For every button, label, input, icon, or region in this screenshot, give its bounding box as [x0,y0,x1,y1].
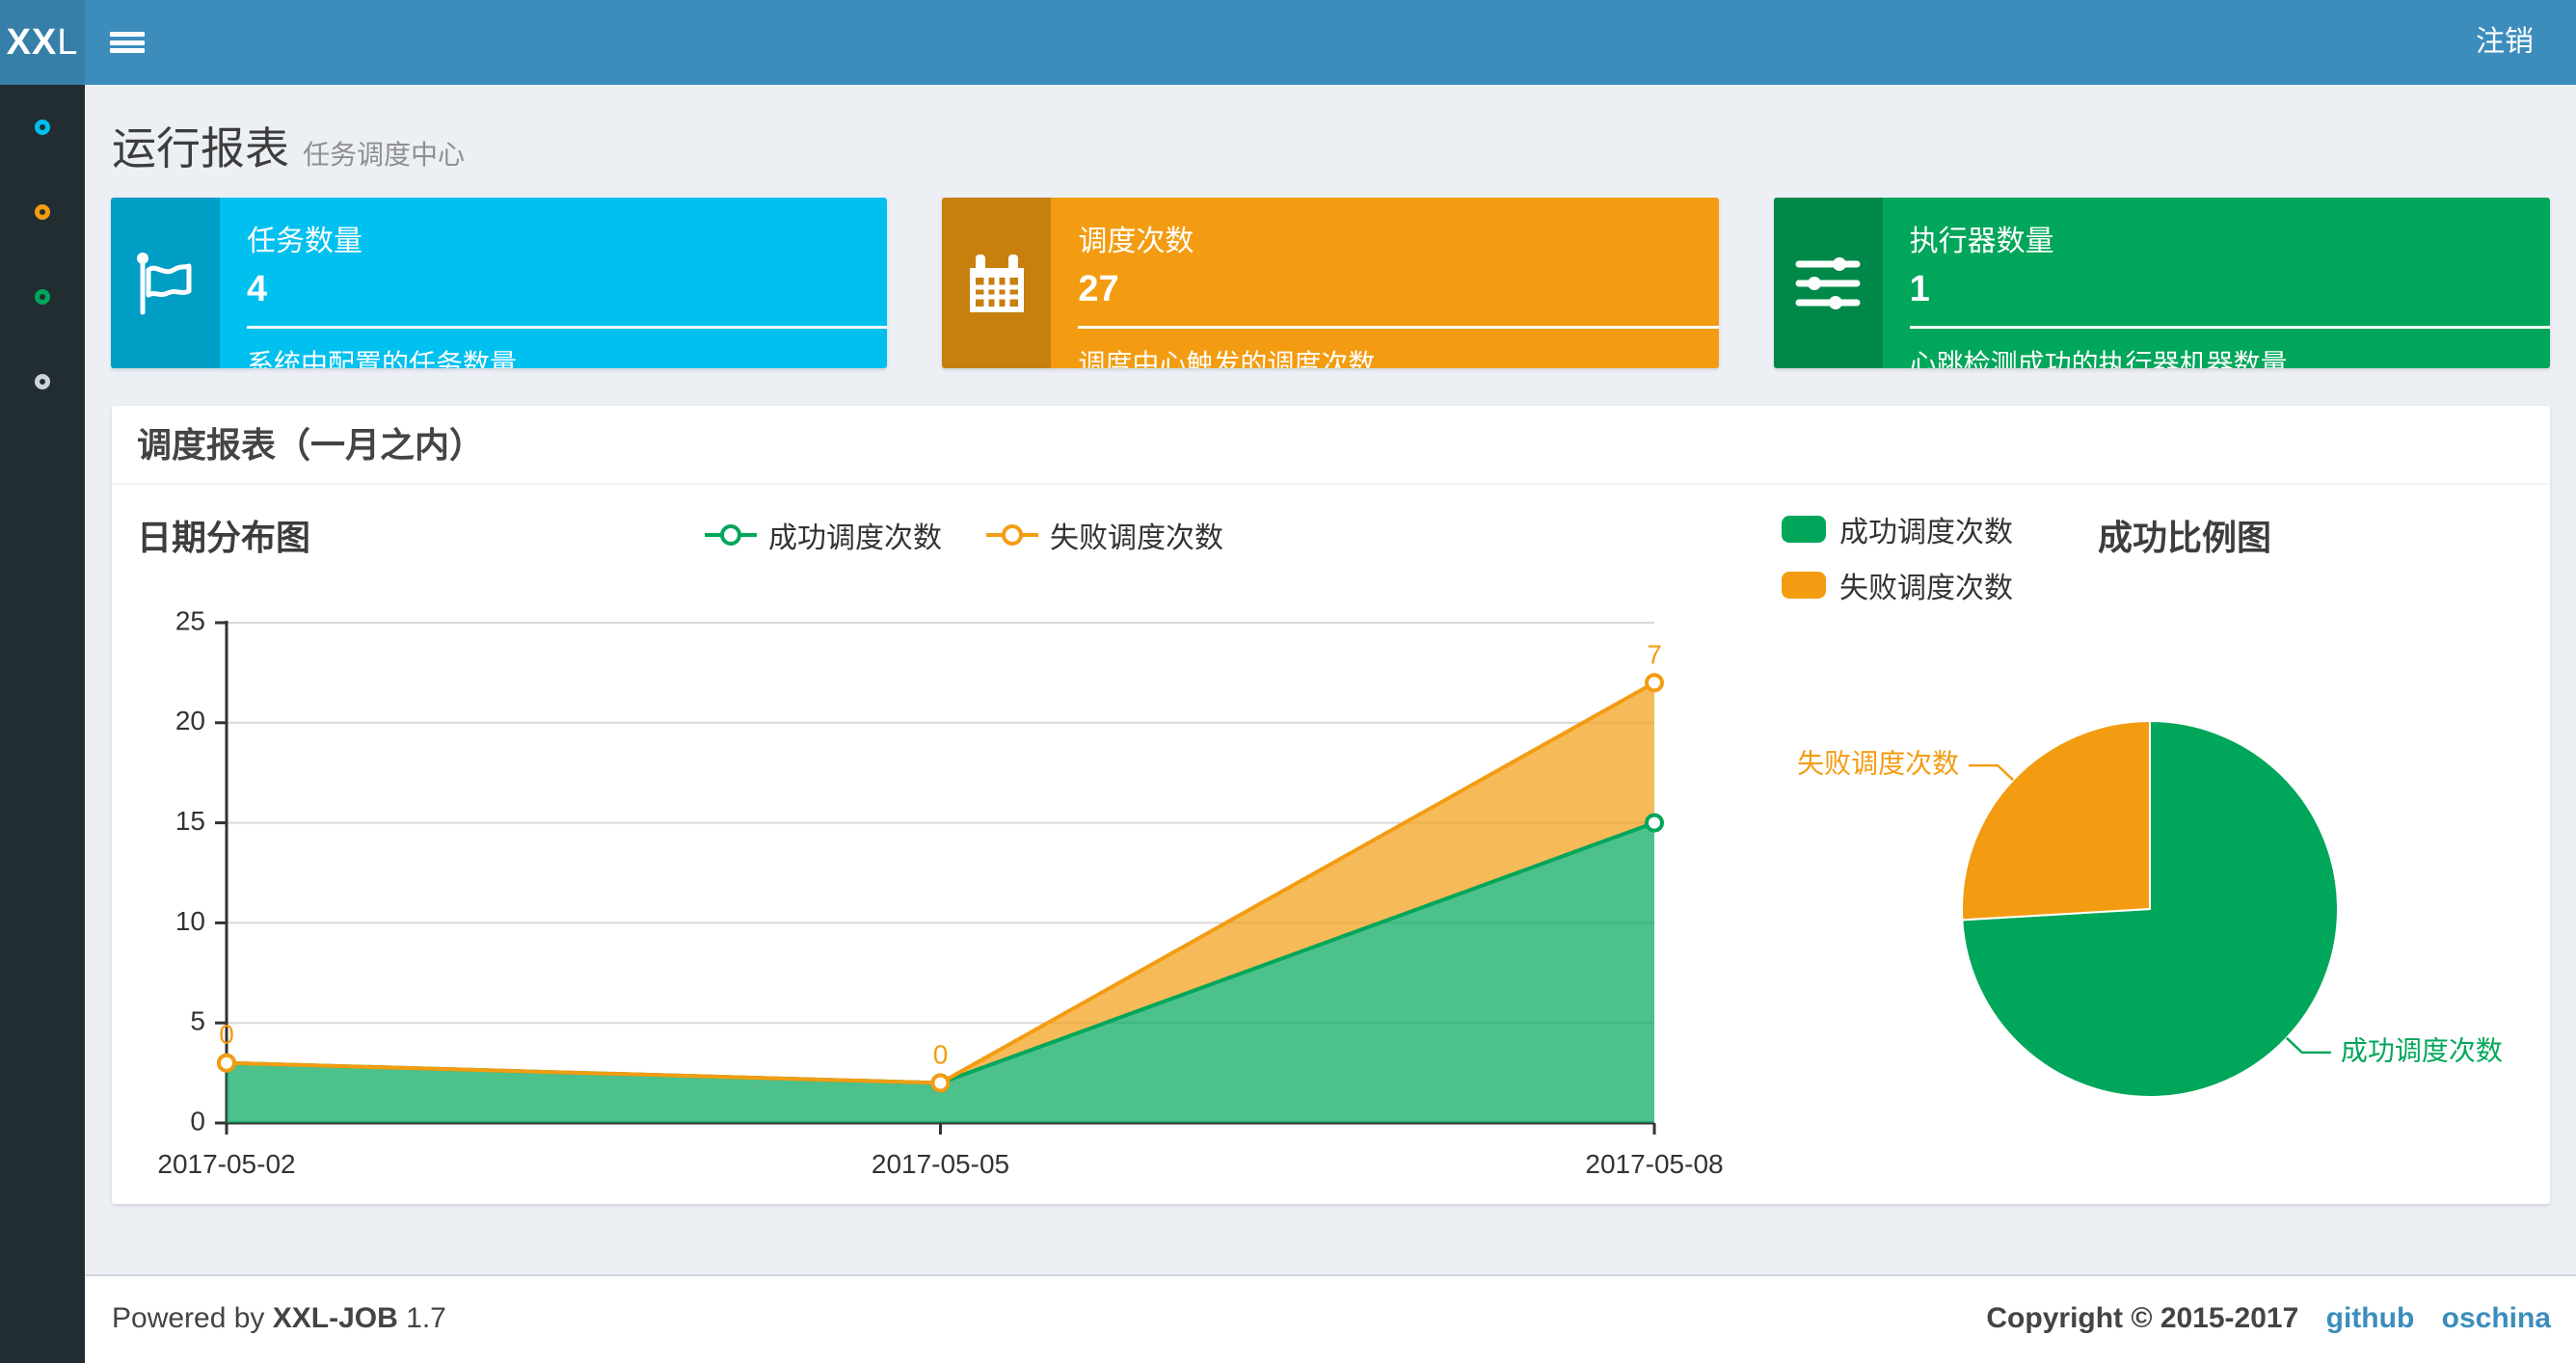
oschina-link[interactable]: oschina [2441,1302,2551,1334]
info-box-label: 执行器数量 [1909,226,2054,257]
svg-text:成功调度次数: 成功调度次数 [2341,1035,2503,1065]
page-footer: Powered by XXL-JOB 1.7 Copyright © 2015-… [85,1274,2576,1363]
pie-chart-legend: 成功调度次数 失败调度次数 [1782,508,2013,620]
legend-item-fail[interactable]: 失败调度次数 [1782,564,2013,606]
svg-text:20: 20 [175,706,205,735]
page-subtitle: 任务调度中心 [303,140,466,170]
product-name: XXL-JOB [272,1302,398,1334]
line-chart-legend: 成功调度次数 失败调度次数 [705,514,1223,556]
sliders-icon [1773,198,1883,368]
divider [247,326,888,329]
svg-text:2017-05-05: 2017-05-05 [872,1149,1009,1179]
sidebar-item-2[interactable] [0,170,85,254]
svg-text:0: 0 [933,1039,949,1069]
panel-title: 调度报表（一月之内） [112,406,2550,485]
legend-item-success[interactable]: 成功调度次数 [1782,508,2013,550]
content-area: 运行报表 任务调度中心 任务数量 4 系统中配置的任务数量 [85,85,2576,1274]
sidebar-item-1[interactable] [0,85,85,170]
divider [1909,326,2550,329]
copyright-text: Copyright © 2015-2017 [1986,1302,2299,1334]
legend-swatch [1782,516,1826,543]
info-box-value: 4 [247,269,268,309]
sidebar-toggle-button[interactable] [85,0,177,85]
line-circle-marker-icon [705,524,757,546]
svg-text:失败调度次数: 失败调度次数 [1797,748,1959,778]
logout-link[interactable]: 注销 [2476,26,2534,58]
app-logo[interactable]: XXL [0,0,85,85]
pie-chart-title: 成功比例图 [2097,518,2271,557]
circle-icon [35,289,50,305]
info-box-jobs: 任务数量 4 系统中配置的任务数量 [111,198,888,368]
circle-icon [35,120,50,135]
svg-text:5: 5 [190,1006,205,1036]
success-ratio-pie-chart: 成功调度次数 失败调度次数 [1797,719,2503,1098]
legend-swatch [1782,572,1826,599]
sidebar-item-4[interactable] [0,339,85,424]
info-box-value: 1 [1909,269,1930,309]
info-box-label: 任务数量 [247,226,362,257]
svg-text:2017-05-08: 2017-05-08 [1585,1149,1723,1179]
info-box-description: 调度中心触发的调度次数 [1078,349,1376,368]
svg-text:2017-05-02: 2017-05-02 [157,1149,295,1179]
svg-text:0: 0 [219,1020,234,1050]
top-navbar: XXL 注销 [0,0,2576,85]
svg-text:0: 0 [190,1106,205,1136]
svg-text:10: 10 [175,906,205,936]
legend-item-fail[interactable]: 失败调度次数 [986,514,1223,556]
info-box-triggers: 调度次数 27 调度中心触发的调度次数 [942,198,1719,368]
info-box-description: 系统中配置的任务数量 [247,349,518,368]
hamburger-icon [110,29,177,57]
svg-text:15: 15 [175,806,205,836]
calendar-icon [942,198,1052,368]
logo-text-light: L [57,22,79,63]
report-panel: 调度报表（一月之内） 日期分布图 成功调度次数 失败调度次数 [112,405,2550,1204]
circle-icon [35,204,50,220]
info-box-executors: 执行器数量 1 心跳检测成功的执行器机器数量 [1773,198,2550,368]
page-title: 运行报表 任务调度中心 [112,123,466,174]
product-version: 1.7 [406,1302,446,1334]
line-chart-title: 日期分布图 [137,518,311,557]
sidebar-item-3[interactable] [0,254,85,339]
svg-text:25: 25 [175,605,205,635]
info-box-label: 调度次数 [1078,226,1194,257]
powered-by: Powered by XXL-JOB 1.7 [112,1302,446,1334]
circle-icon [35,374,50,389]
legend-item-success[interactable]: 成功调度次数 [705,514,942,556]
github-link[interactable]: github [2325,1302,2415,1334]
sidebar [0,85,85,1363]
info-box-row: 任务数量 4 系统中配置的任务数量 [111,198,2550,368]
logo-text-bold: XX [6,22,58,63]
divider [1078,326,1719,329]
info-box-value: 27 [1078,269,1119,309]
flag-icon [111,198,220,368]
page-header: 运行报表 任务调度中心 [85,85,2576,177]
line-circle-marker-icon [986,524,1038,546]
info-box-description: 心跳检测成功的执行器机器数量 [1909,349,2288,368]
svg-text:7: 7 [1647,639,1662,669]
